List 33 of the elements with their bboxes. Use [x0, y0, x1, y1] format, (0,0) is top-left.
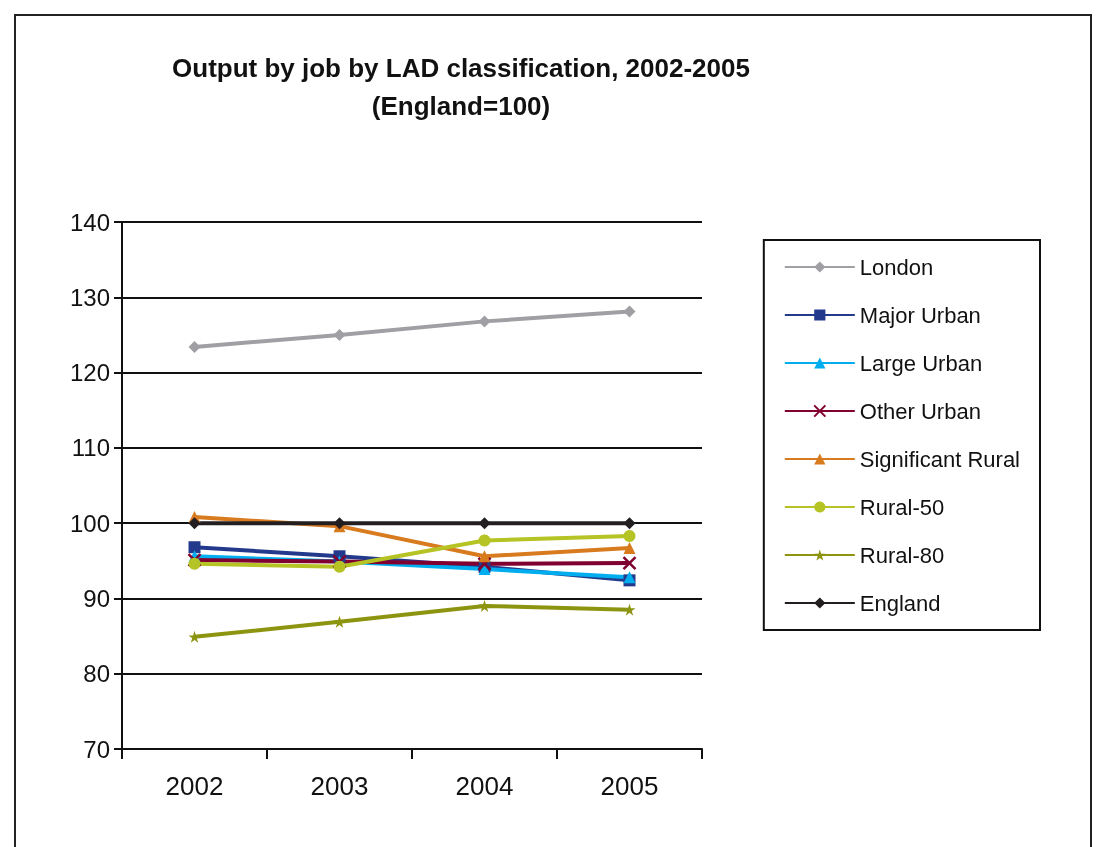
legend-label: Major Urban [859, 302, 981, 328]
point [477, 556, 492, 572]
point [188, 557, 201, 570]
y-tick-label: 140 [69, 208, 110, 236]
legend-label: Other Urban [859, 398, 981, 424]
y-tick-label: 90 [83, 584, 110, 612]
legend-label: Rural-50 [859, 494, 945, 520]
legend-label: London [859, 254, 934, 280]
point [333, 560, 346, 573]
legend-label: Significant Rural [859, 446, 1020, 472]
y-tick-label: 120 [69, 359, 110, 387]
point [478, 599, 491, 612]
y-tick-label: 110 [71, 434, 110, 462]
point [187, 552, 202, 568]
x-tick-label: 2002 [165, 771, 224, 801]
x-tick-label: 2005 [600, 771, 659, 801]
y-tick-label: 80 [83, 660, 110, 688]
legend-label: England [859, 590, 941, 616]
y-tick-label: 70 [83, 735, 110, 763]
y-tick-label: 100 [69, 509, 110, 537]
x-tick-label: 2003 [310, 771, 369, 801]
point [188, 541, 201, 554]
x-tick-label: 2004 [455, 771, 514, 801]
point [623, 529, 636, 542]
chart-title: Output by job by LAD classification, 2002-2005 (England=100) [172, 53, 750, 121]
legend-label: Rural-80 [859, 542, 945, 568]
legend-label: Large Urban [859, 350, 983, 376]
point [623, 541, 636, 554]
y-tick-label: 130 [69, 283, 110, 311]
point [478, 550, 491, 563]
point [478, 534, 491, 547]
point [188, 517, 201, 530]
point [622, 555, 637, 571]
